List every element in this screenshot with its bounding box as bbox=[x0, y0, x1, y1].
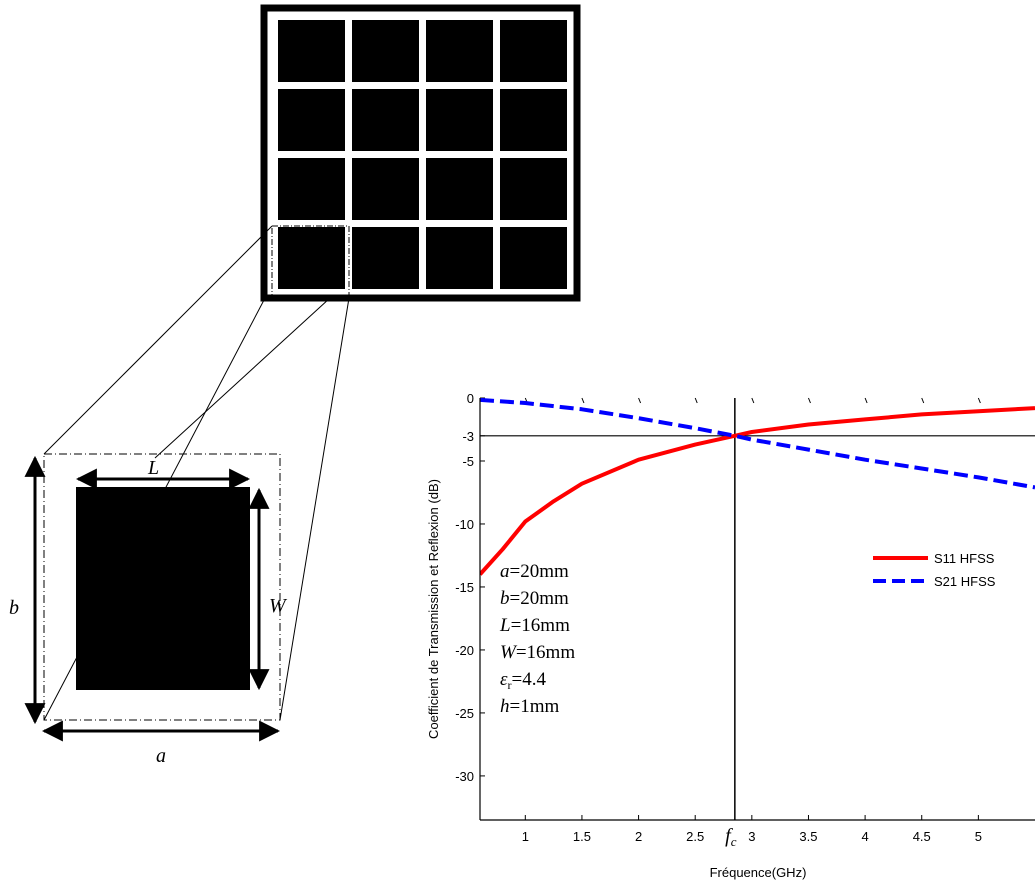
array-patch bbox=[278, 89, 345, 151]
parameter-annotation: h=1mm bbox=[500, 696, 559, 717]
array-patch bbox=[426, 20, 493, 82]
label-b: b bbox=[9, 597, 19, 619]
unit-cell-detail: L W b a bbox=[9, 453, 288, 767]
array-patch bbox=[278, 227, 345, 289]
x-tick-label: 4.5 bbox=[913, 829, 931, 844]
x-tick-label: 1 bbox=[522, 829, 529, 844]
y-tick-label: -15 bbox=[455, 580, 474, 595]
y-tick-label: -25 bbox=[455, 706, 474, 721]
x-tick-label: 3 bbox=[748, 829, 755, 844]
parameter-annotation: L=16mm bbox=[499, 615, 570, 636]
parameter-annotation: b=20mm bbox=[500, 588, 569, 609]
parameter-annotation: εr=4.4 bbox=[500, 669, 546, 692]
array-patch bbox=[352, 89, 419, 151]
x-tick-label: 2 bbox=[635, 829, 642, 844]
x-tick-label: 3.5 bbox=[799, 829, 817, 844]
legend: S11 HFSS S21 HFSS bbox=[873, 551, 996, 589]
parameter-annotation: a=20mm bbox=[500, 561, 569, 582]
x-tick-top bbox=[638, 397, 642, 404]
x-tick-top bbox=[864, 397, 868, 404]
legend-label: S21 HFSS bbox=[934, 574, 996, 589]
y-tick-label: -5 bbox=[462, 454, 474, 469]
x-tick-top bbox=[921, 397, 925, 404]
array-patch bbox=[352, 158, 419, 220]
array-patch bbox=[500, 158, 567, 220]
x-tick-label: 1.5 bbox=[573, 829, 591, 844]
x-tick-label: 5 bbox=[975, 829, 982, 844]
chart: Coefficient de Transmission et Reflexion… bbox=[426, 391, 1035, 880]
parameter-annotation: W=16mm bbox=[500, 642, 575, 663]
patch bbox=[76, 487, 250, 690]
x-tick-top bbox=[808, 397, 811, 404]
x-tick-label: 2.5 bbox=[686, 829, 704, 844]
parameter-annotations: a=20mm b=20mm L=16mm W=16mm εr=4.4 h=1mm bbox=[499, 561, 575, 717]
label-a: a bbox=[156, 745, 166, 767]
label-L: L bbox=[147, 457, 159, 479]
array-patch bbox=[278, 158, 345, 220]
patch-array bbox=[260, 4, 581, 302]
array-patch bbox=[426, 227, 493, 289]
array-cells bbox=[278, 20, 567, 289]
array-patch bbox=[352, 227, 419, 289]
x-tick-top bbox=[581, 397, 585, 404]
array-patch bbox=[426, 158, 493, 220]
y-tick-label: 0 bbox=[467, 391, 474, 406]
selected-unit-cell bbox=[271, 225, 350, 297]
y-tick-label: -3 bbox=[462, 429, 474, 444]
series-group bbox=[480, 398, 1035, 576]
array-patch bbox=[500, 227, 567, 289]
zoom-line bbox=[154, 297, 331, 459]
x-tick-top bbox=[977, 397, 981, 404]
array-patch bbox=[500, 89, 567, 151]
array-patch bbox=[278, 20, 345, 82]
y-tick-label: -10 bbox=[455, 517, 474, 532]
x-tick-top bbox=[751, 397, 755, 404]
label-W: W bbox=[269, 595, 288, 617]
series-s21-hfss bbox=[480, 398, 1035, 490]
x-tick-label: 4 bbox=[861, 829, 868, 844]
zoom-line bbox=[43, 225, 273, 455]
zoom-line bbox=[279, 297, 350, 721]
x-ticks: 1 1.5 2 2.5 3 3.5 4 4.5 5 bbox=[522, 397, 982, 844]
array-patch bbox=[500, 20, 567, 82]
x-axis-label: Fréquence(GHz) bbox=[710, 865, 807, 880]
series-s11-hfss bbox=[480, 406, 1035, 576]
y-axis-label: Coefficient de Transmission et Reflexion… bbox=[426, 479, 441, 739]
y-ticks: 0 -3 -5 -10 -15 -20 -25 -30 bbox=[455, 391, 485, 784]
y-tick-label: -20 bbox=[455, 643, 474, 658]
legend-label: S11 HFSS bbox=[934, 551, 995, 566]
array-patch bbox=[352, 20, 419, 82]
fc-label: fc bbox=[725, 825, 737, 849]
array-patch bbox=[426, 89, 493, 151]
x-tick-top bbox=[694, 397, 698, 404]
y-tick-label: -30 bbox=[455, 769, 474, 784]
